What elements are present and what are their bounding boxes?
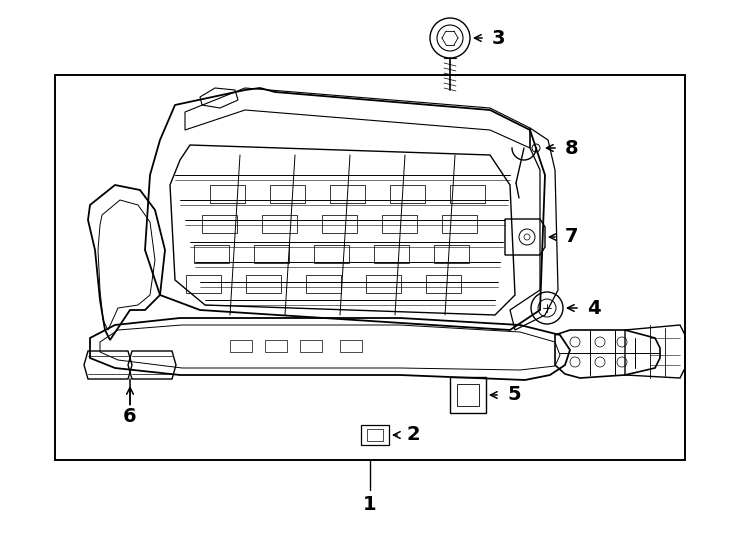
Bar bbox=[186, 275, 221, 293]
Bar bbox=[314, 245, 349, 263]
Bar bbox=[306, 275, 341, 293]
Bar bbox=[382, 215, 417, 233]
Bar bbox=[330, 185, 365, 203]
Bar bbox=[390, 185, 425, 203]
Text: 1: 1 bbox=[363, 496, 377, 515]
Bar bbox=[426, 275, 461, 293]
Bar bbox=[366, 275, 401, 293]
Bar bbox=[450, 185, 485, 203]
Bar bbox=[361, 425, 389, 445]
Bar bbox=[230, 340, 252, 352]
Bar bbox=[270, 185, 305, 203]
Bar bbox=[202, 215, 237, 233]
Text: 8: 8 bbox=[565, 138, 578, 158]
Text: 7: 7 bbox=[565, 227, 578, 246]
Text: 4: 4 bbox=[587, 299, 600, 318]
Bar bbox=[457, 384, 479, 406]
Text: 3: 3 bbox=[492, 29, 506, 48]
Bar bbox=[300, 340, 322, 352]
Bar bbox=[265, 340, 287, 352]
Bar bbox=[322, 215, 357, 233]
Bar bbox=[246, 275, 281, 293]
Bar bbox=[367, 429, 383, 441]
Bar bbox=[450, 377, 486, 413]
Text: 2: 2 bbox=[407, 426, 421, 444]
Bar bbox=[442, 215, 477, 233]
Bar bbox=[340, 340, 362, 352]
Bar bbox=[254, 245, 289, 263]
Bar bbox=[55, 75, 685, 460]
Bar bbox=[194, 245, 229, 263]
Bar bbox=[262, 215, 297, 233]
Text: 6: 6 bbox=[123, 408, 137, 427]
Bar bbox=[210, 185, 245, 203]
Bar bbox=[374, 245, 409, 263]
Text: 5: 5 bbox=[507, 386, 520, 404]
Bar bbox=[434, 245, 469, 263]
